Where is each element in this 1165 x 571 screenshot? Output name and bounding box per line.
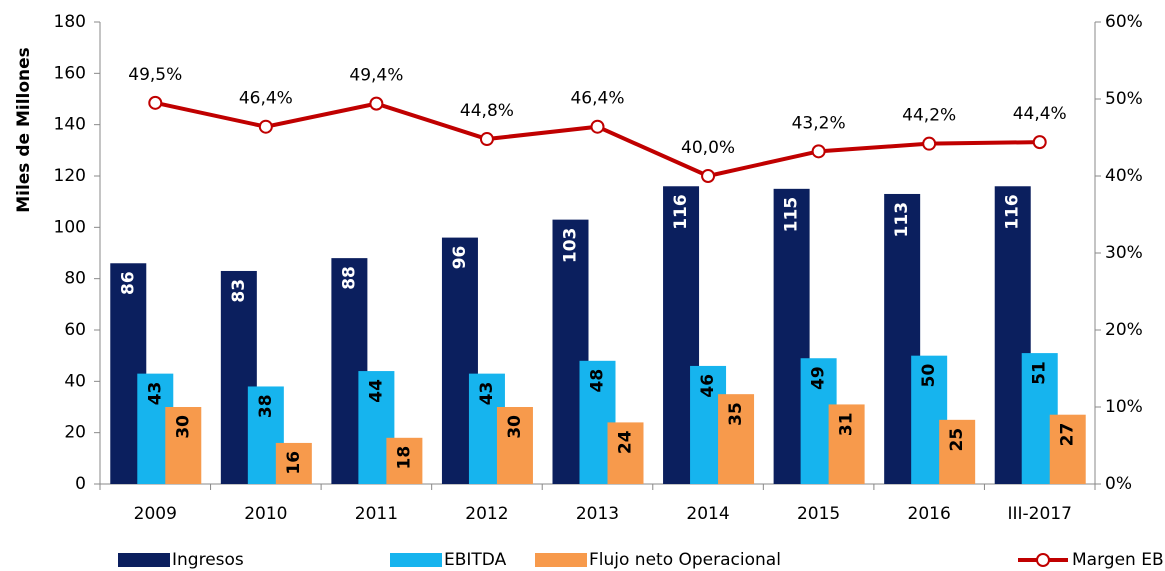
y-axis-label: Miles de Millones xyxy=(14,47,34,213)
y2-tick-label: 10% xyxy=(1105,397,1143,417)
data-label: 25 xyxy=(947,428,967,452)
bar xyxy=(496,407,533,484)
data-label: 113 xyxy=(892,202,912,238)
data-label: 44,8% xyxy=(460,101,514,121)
data-label: 18 xyxy=(394,446,414,470)
bar xyxy=(1049,414,1086,484)
marker xyxy=(1032,135,1047,150)
y-tick-label: 40 xyxy=(64,371,86,391)
y-tick-label: 120 xyxy=(54,166,86,186)
data-label: 35 xyxy=(726,402,746,426)
data-label: 49,5% xyxy=(128,65,182,85)
x-tick-label: 2011 xyxy=(355,504,398,524)
data-label: 48 xyxy=(588,369,608,393)
data-label: 44,4% xyxy=(1013,104,1067,124)
data-label: 83 xyxy=(229,279,249,303)
legend-swatch xyxy=(118,553,170,567)
y-tick-label: 100 xyxy=(54,217,86,237)
data-label: 116 xyxy=(671,194,691,230)
x-tick-label: 2013 xyxy=(576,504,619,524)
data-label: 46,4% xyxy=(239,89,293,109)
y-tick-label: 180 xyxy=(54,12,86,32)
x-tick-label: 2009 xyxy=(134,504,177,524)
y2-tick-label: 20% xyxy=(1105,320,1143,340)
data-label: 24 xyxy=(616,430,636,454)
y-tick-label: 20 xyxy=(64,423,86,443)
marker xyxy=(148,95,163,110)
marker xyxy=(479,132,494,147)
data-label: 43 xyxy=(145,382,165,406)
bar xyxy=(828,404,865,484)
x-tick-label: 2016 xyxy=(908,504,951,524)
bar xyxy=(165,407,202,484)
y-tick-label: 160 xyxy=(54,63,86,83)
marker xyxy=(701,169,716,183)
data-label: 40,0% xyxy=(681,138,735,158)
bar xyxy=(718,394,755,484)
x-tick-label: 2010 xyxy=(244,504,287,524)
legend-label: Margen EBITDA xyxy=(1072,550,1165,570)
y-tick-label: 0 xyxy=(75,474,86,494)
y-tick-label: 60 xyxy=(64,320,86,340)
bar xyxy=(275,442,312,484)
marker xyxy=(590,119,605,134)
data-label: 49,4% xyxy=(349,66,403,86)
legend-swatch xyxy=(535,553,587,567)
data-label: 86 xyxy=(118,271,138,295)
data-label: 46 xyxy=(698,374,718,398)
data-label: 88 xyxy=(339,266,359,290)
bar xyxy=(386,437,423,484)
marker xyxy=(369,96,384,111)
y2-tick-label: 40% xyxy=(1105,166,1143,186)
legend-label: EBITDA xyxy=(444,550,507,570)
data-label: 115 xyxy=(782,197,802,233)
legend-label: Ingresos xyxy=(172,550,244,570)
y2-tick-label: 0% xyxy=(1105,474,1132,494)
y2-tick-label: 50% xyxy=(1105,89,1143,109)
x-tick-label: 2015 xyxy=(797,504,840,524)
y2-tick-label: 60% xyxy=(1105,12,1143,32)
data-label: 44 xyxy=(366,379,386,403)
data-label: 46,4% xyxy=(570,89,624,109)
marker xyxy=(811,144,826,159)
marker xyxy=(922,136,937,151)
x-tick-label: 2012 xyxy=(465,504,508,524)
marker xyxy=(258,119,273,134)
data-label: 30 xyxy=(505,415,525,439)
data-label: 27 xyxy=(1058,423,1078,447)
data-label: 31 xyxy=(837,412,857,436)
data-label: 96 xyxy=(450,246,470,270)
data-label: 16 xyxy=(284,451,304,475)
data-label: 103 xyxy=(561,228,581,264)
data-label: 49 xyxy=(809,366,829,390)
y-tick-label: 80 xyxy=(64,269,86,289)
data-label: 43,2% xyxy=(792,113,846,133)
x-tick-label: III-2017 xyxy=(1007,504,1071,524)
y-tick-label: 140 xyxy=(54,115,86,135)
legend-label: Flujo neto Operacional xyxy=(589,550,781,570)
bar xyxy=(939,419,976,484)
data-label: 50 xyxy=(919,364,939,388)
y2-tick-label: 30% xyxy=(1105,243,1143,263)
x-tick-label: 2014 xyxy=(686,504,729,524)
legend-swatch xyxy=(390,553,442,567)
bar xyxy=(607,422,644,484)
data-label: 44,2% xyxy=(902,106,956,126)
data-label: 43 xyxy=(477,382,497,406)
legend-marker xyxy=(1036,553,1050,567)
data-label: 30 xyxy=(173,415,193,439)
data-label: 38 xyxy=(256,394,276,418)
data-label: 116 xyxy=(1003,194,1023,230)
data-label: 51 xyxy=(1030,361,1050,385)
